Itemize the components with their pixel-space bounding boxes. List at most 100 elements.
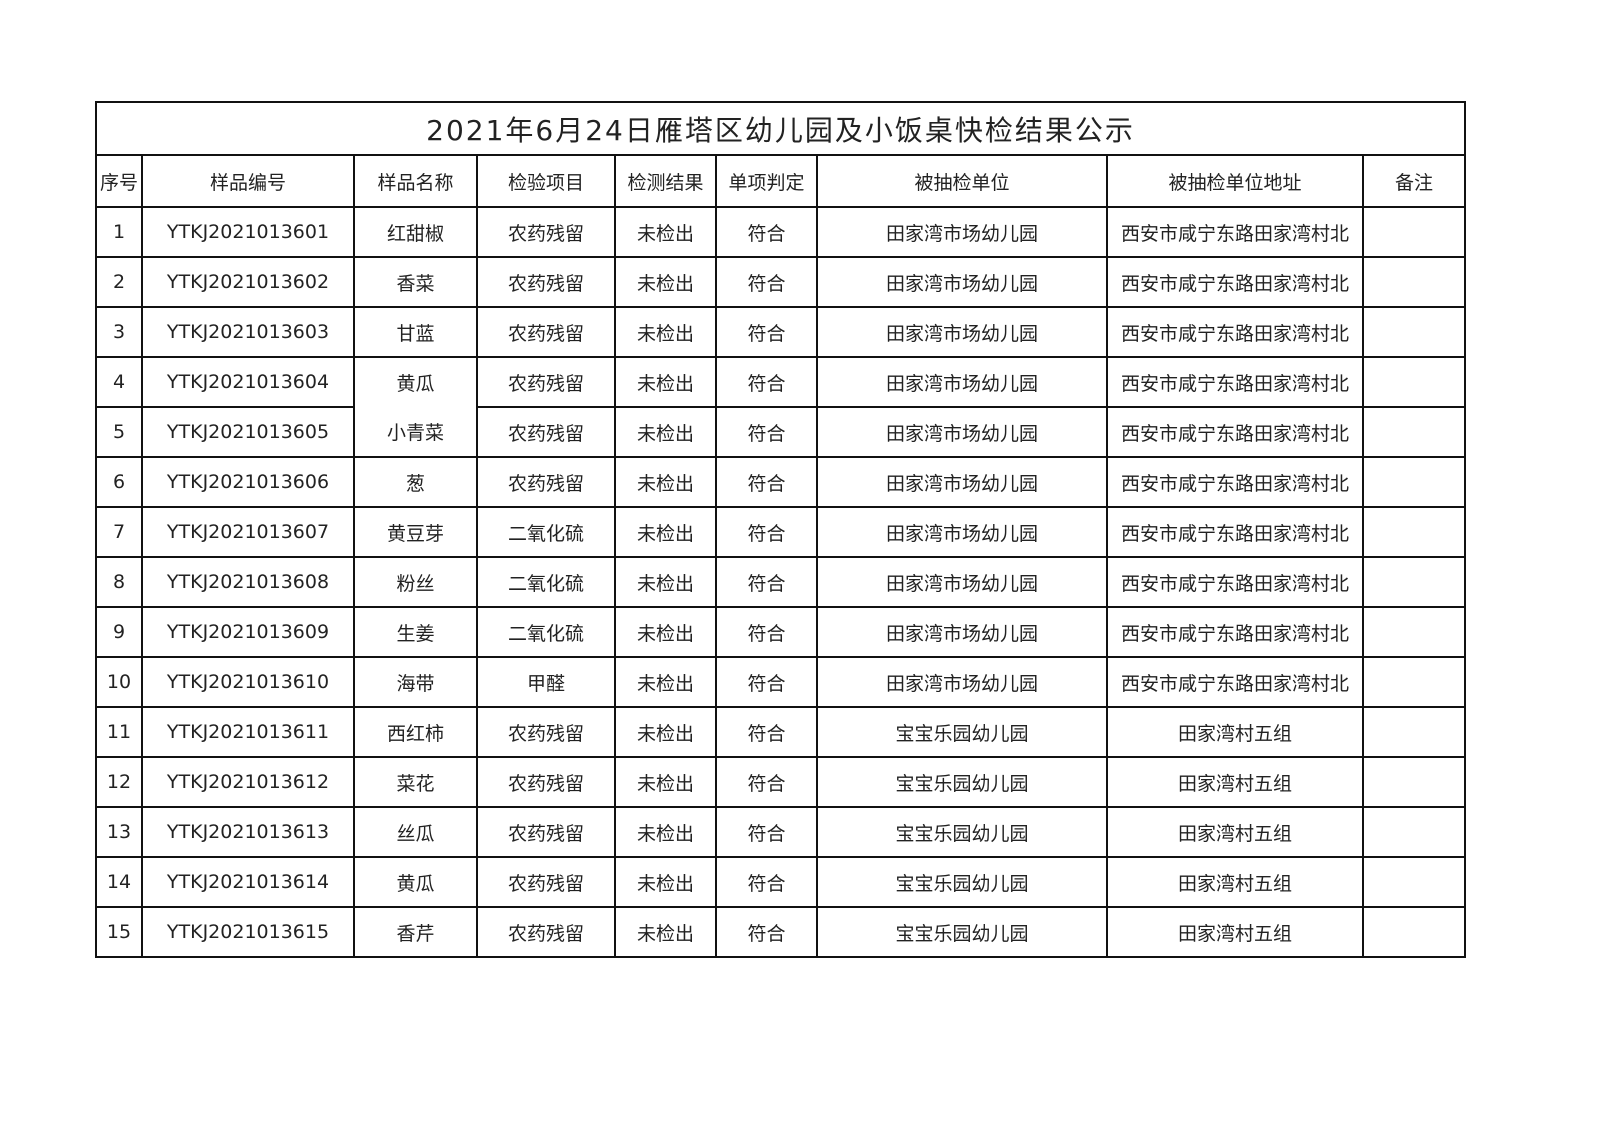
cell-judgement: 符合 bbox=[715, 806, 818, 858]
cell-sample-id: YTKJ2021013611 bbox=[141, 706, 355, 758]
header-sample-id: 样品编号 bbox=[141, 154, 355, 208]
table-row: 9 YTKJ2021013609 生姜 二氧化硫 未检出 符合 田家湾市场幼儿园 西安市咸宁东… bbox=[95, 606, 1466, 658]
cell-unit-address: 西安市咸宁东路田家湾村北 bbox=[1106, 256, 1364, 308]
table-row: 4 YTKJ2021013604 黄瓜 农药残留 未检出 符合 田家湾市场幼儿园 西安市咸宁东… bbox=[95, 356, 1466, 408]
cell-remarks bbox=[1362, 456, 1466, 508]
cell-unit-address: 西安市咸宁东路田家湾村北 bbox=[1106, 606, 1364, 658]
cell-sample-name: 香菜 bbox=[353, 256, 478, 308]
header-test-item: 检验项目 bbox=[476, 154, 616, 208]
cell-test-item: 农药残留 bbox=[476, 306, 616, 358]
table-row: 3 YTKJ2021013603 甘蓝 农药残留 未检出 符合 田家湾市场幼儿园 西安市咸宁东… bbox=[95, 306, 1466, 358]
cell-sample-id: YTKJ2021013609 bbox=[141, 606, 355, 658]
cell-test-item: 农药残留 bbox=[476, 406, 616, 458]
cell-unit-address: 田家湾村五组 bbox=[1106, 806, 1364, 858]
cell-remarks bbox=[1362, 756, 1466, 808]
page-title: 2021年6月24日雁塔区幼儿园及小饭桌快检结果公示 bbox=[95, 101, 1466, 156]
cell-sample-name: 黄豆芽 bbox=[353, 506, 478, 558]
cell-seq: 3 bbox=[95, 306, 143, 358]
cell-test-item: 农药残留 bbox=[476, 206, 616, 258]
cell-seq: 4 bbox=[95, 356, 143, 408]
cell-sample-id: YTKJ2021013614 bbox=[141, 856, 355, 908]
cell-remarks bbox=[1362, 406, 1466, 458]
cell-sampled-unit: 田家湾市场幼儿园 bbox=[816, 556, 1108, 608]
cell-test-result: 未检出 bbox=[614, 456, 717, 508]
cell-test-item: 农药残留 bbox=[476, 856, 616, 908]
cell-sample-name: 西红柿 bbox=[353, 706, 478, 758]
cell-judgement: 符合 bbox=[715, 606, 818, 658]
cell-test-item: 农药残留 bbox=[476, 356, 616, 408]
cell-unit-address: 西安市咸宁东路田家湾村北 bbox=[1106, 506, 1364, 558]
cell-sample-id: YTKJ2021013610 bbox=[141, 656, 355, 708]
cell-unit-address: 西安市咸宁东路田家湾村北 bbox=[1106, 656, 1364, 708]
header-remarks: 备注 bbox=[1362, 154, 1466, 208]
cell-remarks bbox=[1362, 206, 1466, 258]
table-row: 14 YTKJ2021013614 黄瓜 农药残留 未检出 符合 宝宝乐园幼儿园 田家湾村五组 bbox=[95, 856, 1466, 908]
table-row: 2 YTKJ2021013602 香菜 农药残留 未检出 符合 田家湾市场幼儿园 西安市咸宁东… bbox=[95, 256, 1466, 308]
cell-test-result: 未检出 bbox=[614, 406, 717, 458]
cell-judgement: 符合 bbox=[715, 656, 818, 708]
cell-unit-address: 西安市咸宁东路田家湾村北 bbox=[1106, 406, 1364, 458]
header-seq: 序号 bbox=[95, 154, 143, 208]
cell-seq: 7 bbox=[95, 506, 143, 558]
cell-test-result: 未检出 bbox=[614, 256, 717, 308]
cell-sample-id: YTKJ2021013615 bbox=[141, 906, 355, 958]
header-test-result: 检测结果 bbox=[614, 154, 717, 208]
cell-sample-name: 海带 bbox=[353, 656, 478, 708]
cell-judgement: 符合 bbox=[715, 556, 818, 608]
cell-sampled-unit: 宝宝乐园幼儿园 bbox=[816, 706, 1108, 758]
cell-unit-address: 田家湾村五组 bbox=[1106, 906, 1364, 958]
cell-sample-id: YTKJ2021013608 bbox=[141, 556, 355, 608]
cell-remarks bbox=[1362, 256, 1466, 308]
cell-test-result: 未检出 bbox=[614, 806, 717, 858]
cell-test-result: 未检出 bbox=[614, 556, 717, 608]
cell-test-item: 农药残留 bbox=[476, 456, 616, 508]
cell-unit-address: 西安市咸宁东路田家湾村北 bbox=[1106, 206, 1364, 258]
cell-unit-address: 田家湾村五组 bbox=[1106, 756, 1364, 808]
cell-remarks bbox=[1362, 556, 1466, 608]
cell-seq: 2 bbox=[95, 256, 143, 308]
cell-test-item: 二氧化硫 bbox=[476, 606, 616, 658]
cell-sample-name: 丝瓜 bbox=[353, 806, 478, 858]
cell-seq: 14 bbox=[95, 856, 143, 908]
cell-judgement: 符合 bbox=[715, 506, 818, 558]
cell-test-item: 农药残留 bbox=[476, 706, 616, 758]
cell-sample-name: 小青菜 bbox=[353, 407, 478, 458]
cell-remarks bbox=[1362, 656, 1466, 708]
table-row: 10 YTKJ2021013610 海带 甲醛 未检出 符合 田家湾市场幼儿园 西安市咸宁东路… bbox=[95, 656, 1466, 708]
table-row: 6 YTKJ2021013606 葱农药残留 未检出 符合 田家湾市场幼儿园 西安市咸宁东路… bbox=[95, 456, 1466, 508]
cell-test-item: 甲醛 bbox=[476, 656, 616, 708]
cell-sample-id: YTKJ2021013612 bbox=[141, 756, 355, 808]
cell-test-item: 二氧化硫 bbox=[476, 506, 616, 558]
cell-sampled-unit: 宝宝乐园幼儿园 bbox=[816, 806, 1108, 858]
cell-sample-id: YTKJ2021013601 bbox=[141, 206, 355, 258]
cell-test-result: 未检出 bbox=[614, 206, 717, 258]
cell-sample-name: 生姜 bbox=[353, 606, 478, 658]
cell-remarks bbox=[1362, 506, 1466, 558]
cell-seq: 6 bbox=[95, 456, 143, 508]
header-unit-address: 被抽检单位地址 bbox=[1106, 154, 1364, 208]
cell-sample-name: 粉丝 bbox=[353, 556, 478, 608]
cell-sample-id: YTKJ2021013602 bbox=[141, 256, 355, 308]
cell-judgement: 符合 bbox=[715, 456, 818, 508]
cell-test-item: 农药残留 bbox=[476, 806, 616, 858]
cell-seq: 1 bbox=[95, 206, 143, 258]
cell-sampled-unit: 宝宝乐园幼儿园 bbox=[816, 856, 1108, 908]
cell-sample-id: YTKJ2021013605 bbox=[141, 406, 355, 458]
cell-sample-name: 葱 bbox=[353, 456, 478, 508]
cell-unit-address: 西安市咸宁东路田家湾村北 bbox=[1106, 306, 1364, 358]
cell-judgement: 符合 bbox=[715, 406, 818, 458]
cell-test-result: 未检出 bbox=[614, 706, 717, 758]
cell-sample-id: YTKJ2021013604 bbox=[141, 356, 355, 408]
cell-sampled-unit: 田家湾市场幼儿园 bbox=[816, 256, 1108, 308]
table-row: 11 YTKJ2021013611 西红柿 农药残留 未检出 符合 宝宝乐园幼儿园 田家湾村五… bbox=[95, 706, 1466, 758]
cell-test-result: 未检出 bbox=[614, 906, 717, 958]
cell-test-result: 未检出 bbox=[614, 856, 717, 908]
cell-sampled-unit: 田家湾市场幼儿园 bbox=[816, 356, 1108, 408]
table-row: 15 YTKJ2021013615 香芹 农药残留 未检出 符合 宝宝乐园幼儿园 田家湾村五组 bbox=[95, 906, 1466, 958]
cell-seq: 15 bbox=[95, 906, 143, 958]
table-row: 8 YTKJ2021013608 粉丝 二氧化硫 未检出 符合 田家湾市场幼儿园 西安市咸宁东… bbox=[95, 556, 1466, 608]
cell-sample-id: YTKJ2021013606 bbox=[141, 456, 355, 508]
cell-unit-address: 田家湾村五组 bbox=[1106, 856, 1364, 908]
cell-unit-address: 西安市咸宁东路田家湾村北 bbox=[1106, 456, 1364, 508]
cell-remarks bbox=[1362, 806, 1466, 858]
